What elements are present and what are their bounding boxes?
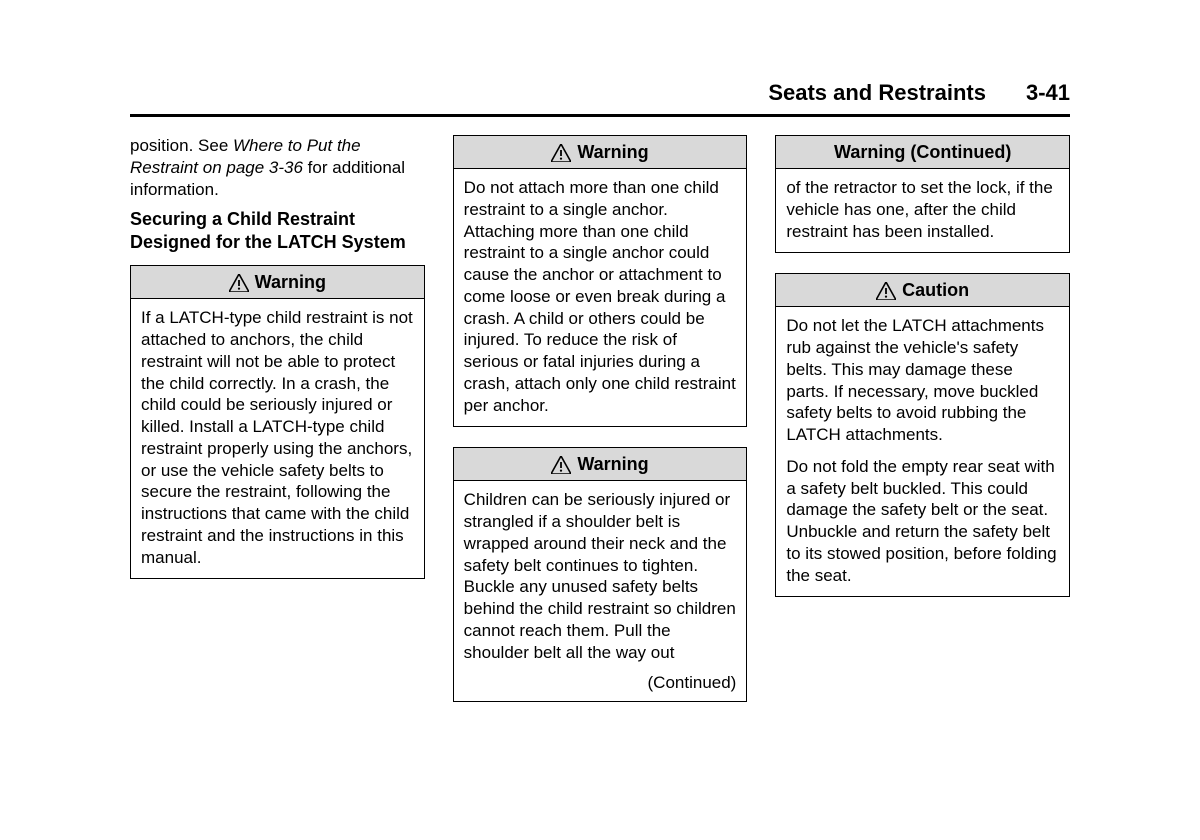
page-number: 3-41 — [1026, 80, 1070, 106]
warning-box-2-title: Warning — [577, 142, 648, 163]
caution-box: Caution Do not let the LATCH attachments… — [775, 273, 1070, 597]
caution-box-title: Caution — [902, 280, 969, 301]
warning-box-3-text: Children can be seriously injured or str… — [464, 489, 737, 663]
warning-box-2-body: Do not attach more than one child restra… — [454, 169, 747, 426]
warning-continued-title: Warning (Continued) — [834, 142, 1011, 163]
warning-box-1-body: If a LATCH-type child restraint is not a… — [131, 299, 424, 578]
warning-box-1-text: If a LATCH-type child restraint is not a… — [141, 307, 414, 568]
warning-triangle-icon — [229, 274, 249, 292]
warning-triangle-icon — [551, 456, 571, 474]
caution-box-text-2: Do not fold the empty rear seat with a s… — [786, 456, 1059, 587]
column-2: Warning Do not attach more than one chil… — [453, 135, 748, 722]
warning-triangle-icon — [876, 282, 896, 300]
intro-paragraph: position. See Where to Put the Restraint… — [130, 135, 425, 200]
caution-box-text-1: Do not let the LATCH attachments rub aga… — [786, 315, 1059, 446]
subheading-latch: Securing a Child Restraint Designed for … — [130, 208, 425, 253]
intro-text-pre: position. See — [130, 136, 233, 155]
section-title: Seats and Restraints — [768, 80, 986, 106]
warning-box-3-body: Children can be seriously injured or str… — [454, 481, 747, 673]
warning-continued-box: Warning (Continued) of the retractor to … — [775, 135, 1070, 253]
page-header: Seats and Restraints 3-41 — [130, 80, 1070, 117]
warning-box-1-title: Warning — [255, 272, 326, 293]
warning-box-3: Warning Children can be seriously injure… — [453, 447, 748, 702]
warning-box-3-continued: (Continued) — [454, 673, 747, 701]
warning-box-1-header: Warning — [131, 266, 424, 299]
warning-triangle-icon — [551, 144, 571, 162]
caution-box-body: Do not let the LATCH attachments rub aga… — [776, 307, 1069, 596]
column-3: Warning (Continued) of the retractor to … — [775, 135, 1070, 722]
warning-continued-header: Warning (Continued) — [776, 136, 1069, 169]
warning-box-2-header: Warning — [454, 136, 747, 169]
caution-box-header: Caution — [776, 274, 1069, 307]
warning-box-2-text: Do not attach more than one child restra… — [464, 177, 737, 416]
warning-box-1: Warning If a LATCH-type child restraint … — [130, 265, 425, 579]
column-1: position. See Where to Put the Restraint… — [130, 135, 425, 722]
manual-page: Seats and Restraints 3-41 position. See … — [130, 80, 1070, 722]
warning-box-3-title: Warning — [577, 454, 648, 475]
warning-box-3-header: Warning — [454, 448, 747, 481]
warning-continued-body: of the retractor to set the lock, if the… — [776, 169, 1069, 252]
content-columns: position. See Where to Put the Restraint… — [130, 135, 1070, 722]
warning-continued-text: of the retractor to set the lock, if the… — [786, 177, 1059, 242]
warning-box-2: Warning Do not attach more than one chil… — [453, 135, 748, 427]
